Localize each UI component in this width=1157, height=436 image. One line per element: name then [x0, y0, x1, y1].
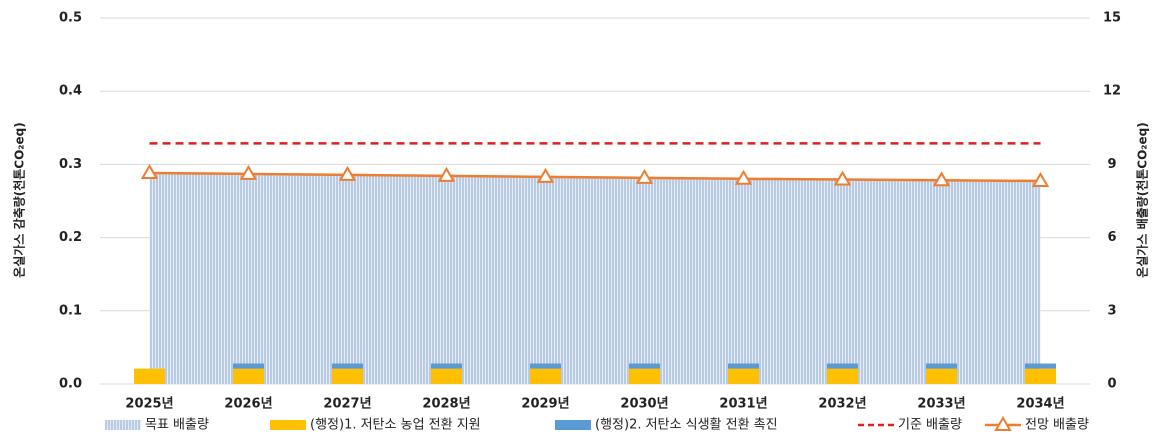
bar [926, 363, 957, 369]
legend-label: (행정)2. 저탄소 식생활 전환 촉진 [595, 417, 778, 433]
bar [926, 368, 957, 384]
x-tick-label: 2029년 [521, 397, 569, 412]
x-tick-label: 2032년 [818, 397, 866, 412]
x-tick-label: 2027년 [323, 397, 371, 412]
y2-tick-label: 12 [1103, 84, 1121, 99]
y2-tick-label: 0 [1107, 377, 1116, 392]
legend-label: 목표 배출량 [145, 418, 209, 433]
bar [1025, 368, 1056, 384]
marker [932, 171, 951, 187]
y-axis-label: 온실가스 감축량(천톤CO₂eq) [12, 122, 27, 278]
legend-label: (행정)1. 저탄소 농업 전환 지원 [310, 417, 481, 433]
bar [233, 363, 264, 369]
y2-tick-label: 15 [1103, 11, 1121, 26]
y-tick-label: 0.3 [59, 157, 82, 172]
bar [431, 368, 462, 384]
x-tick-label: 2025년 [125, 397, 173, 412]
x-tick-label: 2031년 [719, 397, 767, 412]
legend-swatch [994, 416, 1012, 431]
marker [239, 164, 258, 180]
x-tick-label: 2028년 [422, 397, 470, 412]
bar [233, 368, 264, 384]
y2-tick-label: 9 [1107, 157, 1116, 172]
y-tick-label: 0.4 [59, 84, 82, 99]
y2-axis-label: 온실가스 배출량(천톤CO₂eq) [1135, 122, 1150, 278]
marker [437, 166, 456, 182]
bar [827, 363, 858, 369]
legend-swatch [270, 420, 306, 430]
marker [1031, 172, 1050, 187]
bar [332, 363, 363, 369]
marker [140, 163, 159, 179]
line [149, 171, 1041, 183]
x-tick-label: 2030년 [620, 397, 668, 412]
x-tick-label: 2026년 [224, 397, 272, 412]
marker [338, 165, 357, 181]
x-tick-label: 2033년 [917, 397, 965, 412]
bar [827, 368, 858, 384]
y-tick-label: 0.5 [59, 11, 82, 26]
x-tick-label: 2034년 [1016, 397, 1064, 412]
bar [728, 363, 759, 369]
legend-label: 전망 배출량 [1025, 418, 1089, 433]
bar [332, 368, 363, 384]
bar [629, 368, 660, 384]
bar [530, 363, 561, 369]
legend-swatch [105, 420, 141, 430]
y2-tick-label: 3 [1107, 303, 1116, 318]
y2-tick-label: 6 [1107, 230, 1116, 245]
y-tick-label: 0.1 [59, 303, 82, 318]
bar [1025, 363, 1056, 369]
marker [536, 167, 555, 183]
legend-swatch [555, 420, 591, 430]
bar [530, 368, 561, 384]
bar [728, 368, 759, 384]
bar [431, 363, 462, 369]
bar [629, 363, 660, 369]
marker [734, 169, 753, 185]
marker [833, 170, 852, 186]
marker [635, 168, 654, 184]
bar [134, 368, 165, 384]
legend-label: 기준 배출량 [898, 418, 962, 433]
area [149, 174, 1041, 384]
y-tick-label: 0.0 [59, 377, 82, 392]
y-tick-label: 0.2 [59, 230, 82, 245]
